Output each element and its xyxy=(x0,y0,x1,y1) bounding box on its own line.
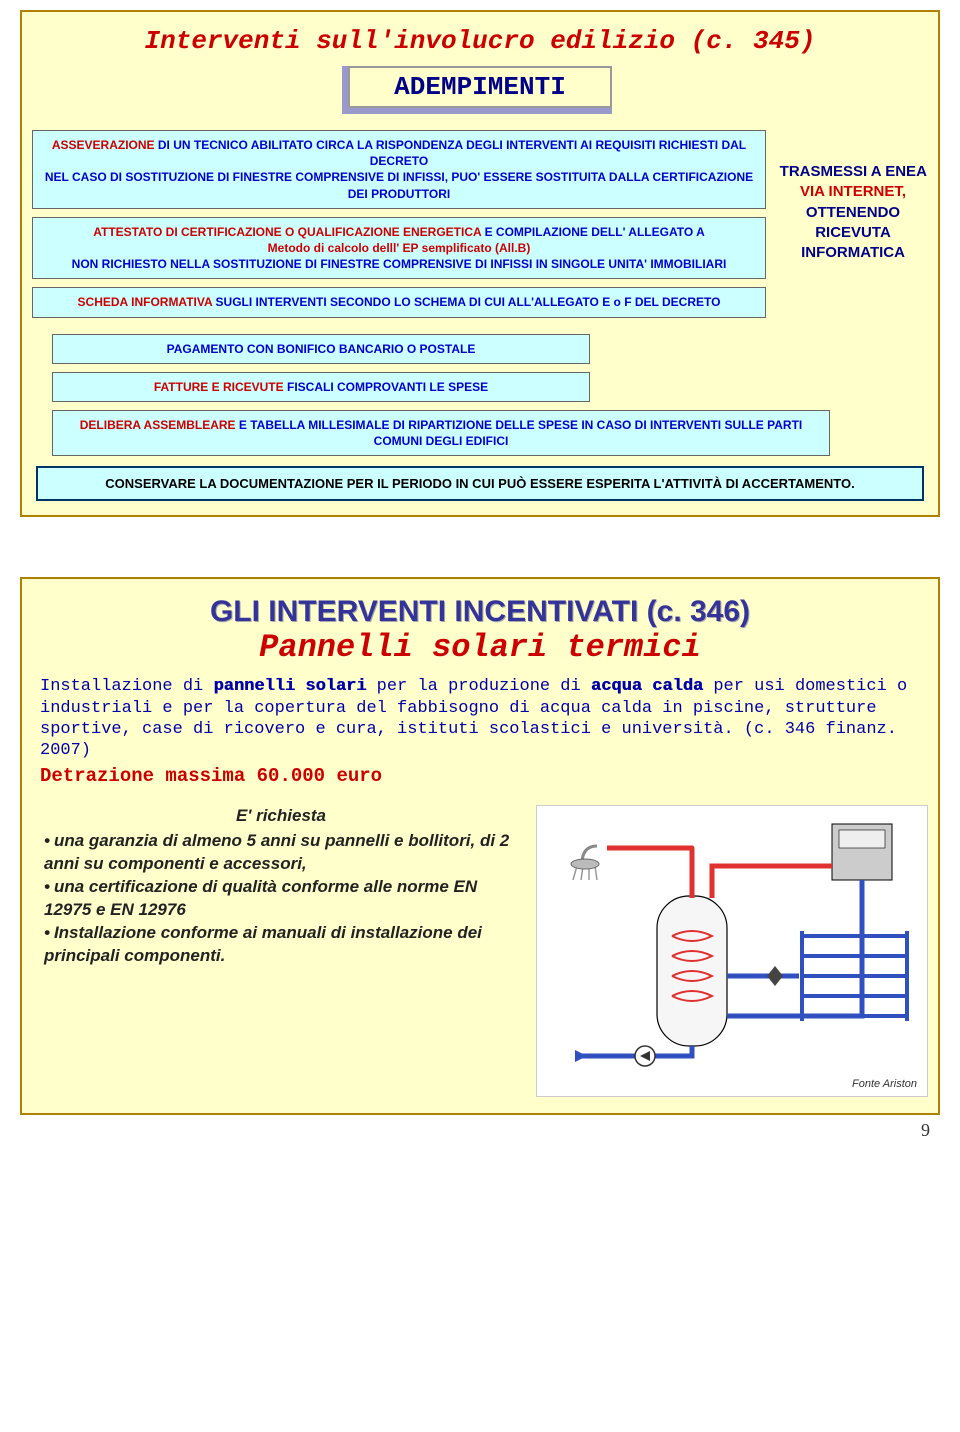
text: una garanzia di almeno 5 anni su pannell… xyxy=(44,831,509,873)
text: Metodo di calcolo delll' EP semplificato… xyxy=(268,241,531,255)
text: TRASMESSI A ENEA xyxy=(780,163,927,180)
slide-interventi-345: Interventi sull'involucro edilizio (c. 3… xyxy=(20,10,940,517)
text: NEL CASO DI SOSTITUZIONE DI FINESTRE COM… xyxy=(45,170,753,200)
text: per la produzione di xyxy=(366,677,590,696)
text: Installazione di xyxy=(40,677,213,696)
text: SCHEDA INFORMATIVA xyxy=(78,295,213,309)
text: PAGAMENTO CON BONIFICO BANCARIO O POSTAL… xyxy=(167,342,476,356)
text: Installazione conforme ai manuali di ins… xyxy=(44,923,482,965)
text: SUGLI INTERVENTI SECONDO LO SCHEMA DI CU… xyxy=(212,295,720,309)
text: DI UN TECNICO ABILITATO CIRCA LA RISPOND… xyxy=(155,138,747,168)
slide2-bottom-row: E' richiesta una garanzia di almeno 5 an… xyxy=(32,805,928,1097)
text: DELIBERA ASSEMBLEARE xyxy=(80,418,236,432)
diagram-caption: Fonte Ariston xyxy=(852,1078,917,1090)
requirements-list: E' richiesta una garanzia di almeno 5 an… xyxy=(32,805,526,968)
box-delibera: DELIBERA ASSEMBLEARE E TABELLA MILLESIMA… xyxy=(52,410,830,456)
text: acqua calda xyxy=(591,677,703,696)
adempimenti-label: ADEMPIMENTI xyxy=(348,66,612,108)
detrazione-massima: Detrazione massima 60.000 euro xyxy=(40,765,920,787)
page-number: 9 xyxy=(921,1120,930,1141)
box-asseverazione: ASSEVERAZIONE DI UN TECNICO ABILITATO CI… xyxy=(32,130,766,209)
slide-interventi-346: GLI INTERVENTI INCENTIVATI (c. 346) Pann… xyxy=(20,577,940,1115)
text: FATTURE E RICEVUTE xyxy=(154,380,287,394)
solar-thermal-diagram: Fonte Ariston xyxy=(536,805,928,1097)
req-lead: E' richiesta xyxy=(36,805,526,828)
list-item: Installazione conforme ai manuali di ins… xyxy=(44,922,526,968)
box-scheda: SCHEDA INFORMATIVA SUGLI INTERVENTI SECO… xyxy=(32,287,766,317)
box-pagamento: PAGAMENTO CON BONIFICO BANCARIO O POSTAL… xyxy=(52,334,590,364)
text: una certificazione di qualità conforme a… xyxy=(44,877,477,919)
slide1-title: Interventi sull'involucro edilizio (c. 3… xyxy=(32,26,928,56)
list-item: una certificazione di qualità conforme a… xyxy=(44,876,526,922)
box-conservare: CONSERVARE LA DOCUMENTAZIONE PER IL PERI… xyxy=(36,466,924,501)
text: ASSEVERAZIONE xyxy=(52,138,155,152)
box-attestato: ATTESTATO DI CERTIFICAZIONE O QUALIFICAZ… xyxy=(32,217,766,280)
text: E COMPILAZIONE DELL' ALLEGATO A xyxy=(481,225,705,239)
slide2-subtitle: Pannelli solari termici xyxy=(32,629,928,666)
slide2-title: GLI INTERVENTI INCENTIVATI (c. 346) xyxy=(32,595,928,629)
text: VIA INTERNET, xyxy=(800,183,906,200)
slide2-paragraph: Installazione di pannelli solari per la … xyxy=(40,676,920,761)
text: NON RICHIESTO NELLA SOSTITUZIONE DI FINE… xyxy=(72,257,727,271)
slide1-left-column: ASSEVERAZIONE DI UN TECNICO ABILITATO CI… xyxy=(32,122,766,326)
text: ATTESTATO DI CERTIFICAZIONE O QUALIFICAZ… xyxy=(93,225,481,239)
text: E TABELLA MILLESIMALE DI RIPARTIZIONE DE… xyxy=(236,418,803,448)
side-trasmessi-enea: TRASMESSI A ENEA VIA INTERNET, OTTENENDO… xyxy=(778,122,928,263)
list-item: una garanzia di almeno 5 anni su pannell… xyxy=(44,830,526,876)
text: FISCALI COMPROVANTI LE SPESE xyxy=(287,380,488,394)
text: CONSERVARE LA DOCUMENTAZIONE PER IL PERI… xyxy=(105,476,854,491)
text: pannelli solari xyxy=(213,677,366,696)
slide1-top-row: ASSEVERAZIONE DI UN TECNICO ABILITATO CI… xyxy=(32,122,928,326)
diagram-svg xyxy=(537,806,927,1096)
text: OTTENENDO RICEVUTA INFORMATICA xyxy=(801,204,905,262)
box-fatture: FATTURE E RICEVUTE FISCALI COMPROVANTI L… xyxy=(52,372,590,402)
